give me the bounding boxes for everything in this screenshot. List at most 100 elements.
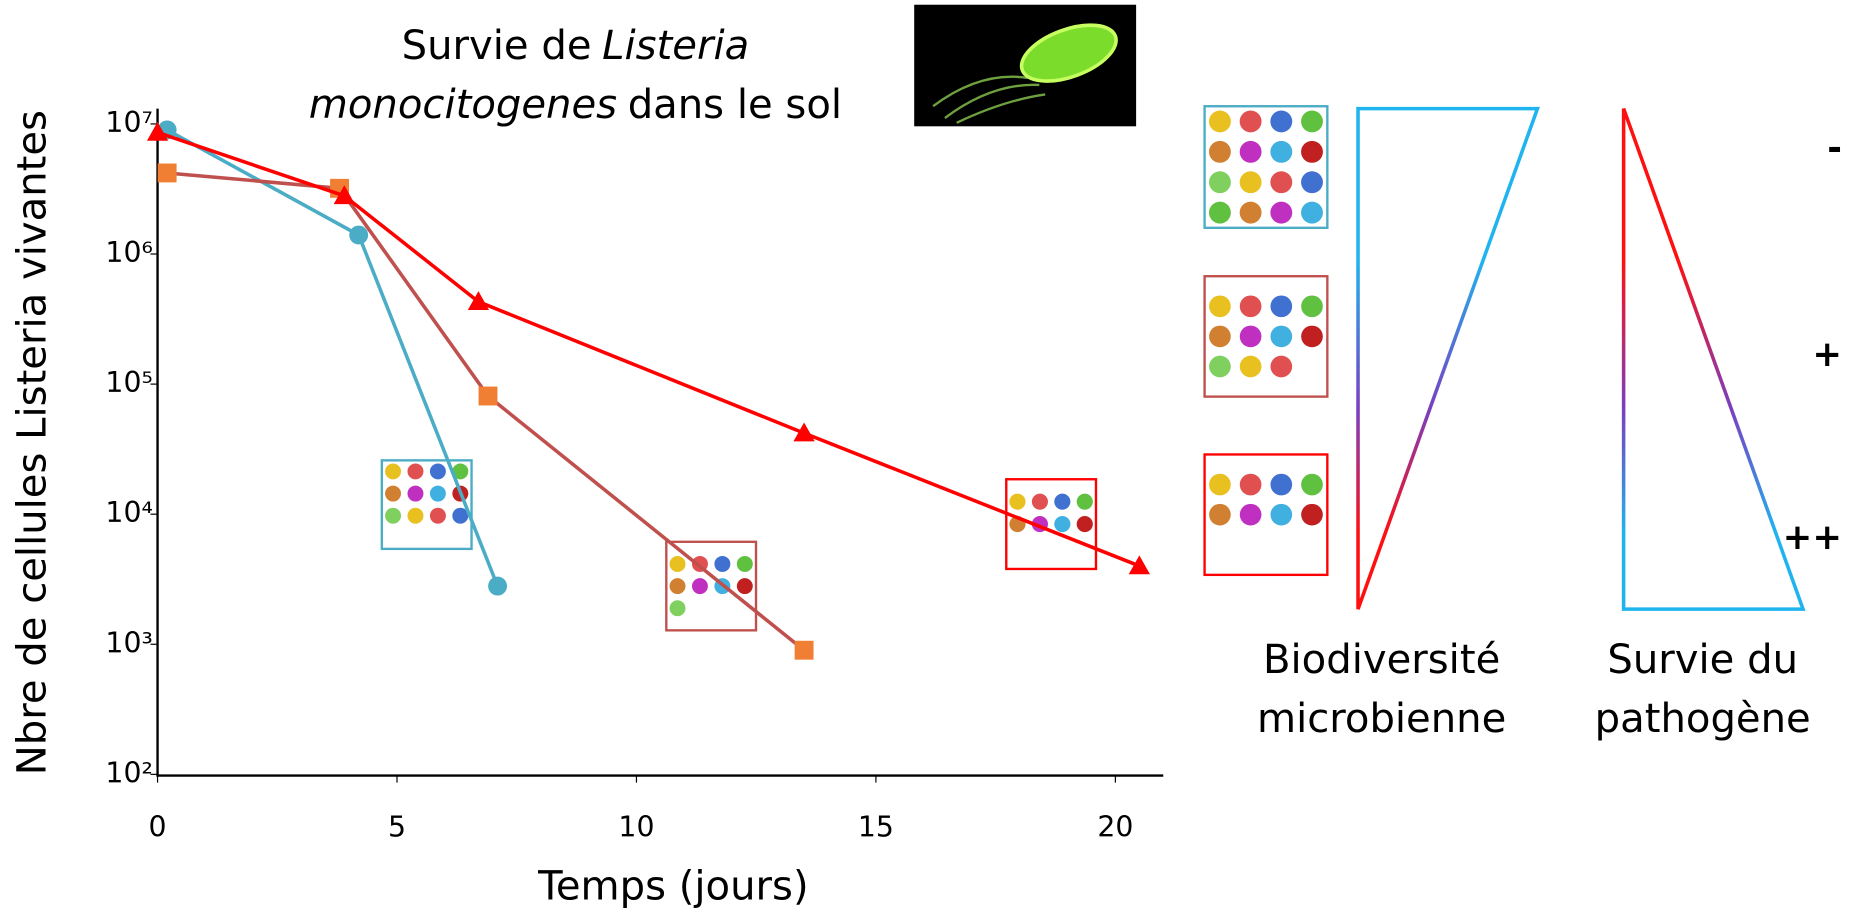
y-axis-label: Nbre de cellules Listeria vivantes [9,110,55,775]
microbe [1270,110,1292,132]
microbe-image [1006,479,1096,569]
survival-triangle [1624,109,1803,609]
marker [158,164,177,183]
microbe [1209,141,1231,163]
microbe [1209,356,1231,378]
microbe [385,508,401,524]
y-tick-label: 10³ [105,626,152,659]
bacterium-image [914,5,1136,127]
microbe [1270,141,1292,163]
microbe [1240,326,1262,348]
microbe [714,556,730,572]
microbe-image [666,542,756,631]
microbe [1240,171,1262,193]
microbe [408,463,424,479]
microbe [1077,516,1093,532]
x-tick-label: 0 [149,811,167,844]
microbe [385,486,401,502]
title-part: monocitogenes [309,82,617,128]
title-part: Survie de [402,23,592,69]
x-tick-label: 10 [618,811,654,844]
microbe [1032,494,1048,510]
microbe [1209,171,1231,193]
microbe [1270,474,1292,496]
marker [349,226,368,245]
microbe [1240,202,1262,224]
microbe [1009,494,1025,510]
microbe [430,486,446,502]
y-tick-label: 10⁴ [105,496,152,529]
microbe [1209,474,1231,496]
microbe [1270,356,1292,378]
title-part: dans le sol [628,82,842,128]
microbe [1301,295,1323,317]
diagram-label: Survie du [1607,637,1798,683]
marker [795,641,814,660]
microbe [408,486,424,502]
microbe [1270,504,1292,526]
microbe [1301,141,1323,163]
slide: Survie deListeria monocitogenesdans le so… [0,0,1852,916]
microbe [1270,202,1292,224]
microbe-image [382,460,472,549]
microbe [1270,326,1292,348]
microbe [385,463,401,479]
title-part: Listeria [602,23,749,69]
microbe [1270,295,1292,317]
microbe [430,508,446,524]
microbe [1240,356,1262,378]
level-label: + [1812,334,1842,375]
microbe [1270,171,1292,193]
microbe [1240,474,1262,496]
x-tick-label: 20 [1097,811,1133,844]
biodiversity-triangle [1358,109,1537,609]
marker [488,577,507,596]
microbe [1209,110,1231,132]
marker [479,387,498,406]
microbe [737,556,753,572]
microbe [1301,171,1323,193]
y-tick-label: 10⁵ [105,366,152,399]
microbe [670,556,686,572]
microbe [1240,141,1262,163]
microbe-image [1205,106,1328,228]
y-tick-label: 10² [105,756,152,789]
microbe [1054,516,1070,532]
diagram-label: Biodiversité [1263,637,1500,683]
y-tick-label: 10⁷ [105,106,152,139]
x-tick-label: 5 [388,811,406,844]
microbe [1077,494,1093,510]
level-label: - [1827,127,1842,168]
microbe [1301,474,1323,496]
diagram-label: microbienne [1257,696,1506,742]
microbe [737,578,753,594]
microbe [1301,110,1323,132]
microbe [1209,295,1231,317]
microbe [1054,494,1070,510]
series-line [158,132,1140,565]
microbe [1209,504,1231,526]
microbe [1240,504,1262,526]
x-tick-label: 15 [858,811,894,844]
microbe [670,600,686,616]
microbe [430,463,446,479]
microbe [1301,504,1323,526]
level-label: ++ [1783,517,1842,558]
microbe [670,578,686,594]
microbe [1209,202,1231,224]
y-tick-label: 10⁶ [105,236,152,269]
microbe [1301,202,1323,224]
microbe [1301,326,1323,348]
microbe [1240,295,1262,317]
microbe [408,508,424,524]
diagram-label: pathogène [1595,696,1811,742]
microbe-image [1205,454,1328,574]
microbe-image [1205,276,1328,396]
microbe [1209,326,1231,348]
microbe [1240,110,1262,132]
microbe [692,578,708,594]
x-axis-label: Temps (jours) [537,863,808,909]
